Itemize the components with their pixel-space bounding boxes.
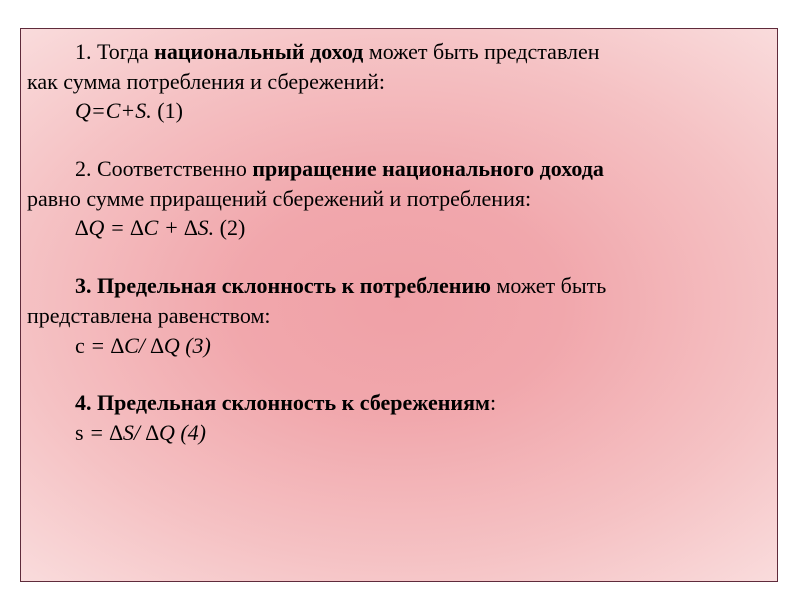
section-2-line2: равно сумме приращений сбережений и потр… bbox=[27, 184, 771, 214]
s1-rest1: может быть представлен bbox=[363, 39, 599, 64]
s4-formula-lhs: s bbox=[75, 420, 89, 445]
s1-rest2: как сумма потребления и сбережений: bbox=[27, 69, 385, 94]
s4-formula-it: = ∆S/ ∆Q (4) bbox=[89, 420, 206, 445]
section-3-line2: представлена равенством: bbox=[27, 301, 771, 331]
s2-bold: приращение национального дохода bbox=[252, 156, 604, 181]
section-3-line1: 3. Предельная склонность к потреблению м… bbox=[27, 271, 771, 301]
section-2-line1: 2. Соответственно приращение национально… bbox=[27, 154, 771, 184]
s3-formula-it: = ∆С/ ∆Q (3) bbox=[90, 333, 211, 358]
s1-bold: национальный доход bbox=[154, 39, 363, 64]
s3-rest2: представлена равенством: bbox=[27, 303, 271, 328]
s2-rest1: равно сумме приращений сбережений и потр… bbox=[27, 186, 531, 211]
spacer-1 bbox=[27, 126, 771, 154]
slide-frame: 1. Тогда национальный доход может быть п… bbox=[20, 28, 778, 582]
s1-formula-num: (1) bbox=[152, 98, 183, 123]
section-4-formula: s = ∆S/ ∆Q (4) bbox=[27, 418, 771, 448]
section-1-line2: как сумма потребления и сбережений: bbox=[27, 67, 771, 97]
section-2-formula: ∆Q = ∆C + ∆S. (2) bbox=[27, 213, 771, 243]
section-1-formula: Q=C+S. (1) bbox=[27, 96, 771, 126]
s3-rest1: может быть bbox=[491, 273, 606, 298]
s3-formula-lhs: c bbox=[75, 333, 90, 358]
slide-content: 1. Тогда национальный доход может быть п… bbox=[27, 37, 771, 448]
s2-formula-num: (2) bbox=[220, 215, 246, 240]
s4-colon: : bbox=[490, 390, 496, 415]
s1-num: 1. Тогда bbox=[75, 39, 154, 64]
s4-bold: 4. Предельная склонность к сбережениям bbox=[75, 390, 490, 415]
section-1-line1: 1. Тогда национальный доход может быть п… bbox=[27, 37, 771, 67]
section-4-line1: 4. Предельная склонность к сбережениям: bbox=[27, 388, 771, 418]
s2-formula-it: ∆Q = ∆C + ∆S. bbox=[75, 215, 220, 240]
s2-num: 2. Соответственно bbox=[75, 156, 252, 181]
s3-bold: 3. Предельная склонность к потреблению bbox=[75, 273, 491, 298]
section-3-formula: c = ∆С/ ∆Q (3) bbox=[27, 331, 771, 361]
s1-formula-it: Q=C+S. bbox=[75, 98, 152, 123]
spacer-2 bbox=[27, 243, 771, 271]
spacer-3 bbox=[27, 360, 771, 388]
